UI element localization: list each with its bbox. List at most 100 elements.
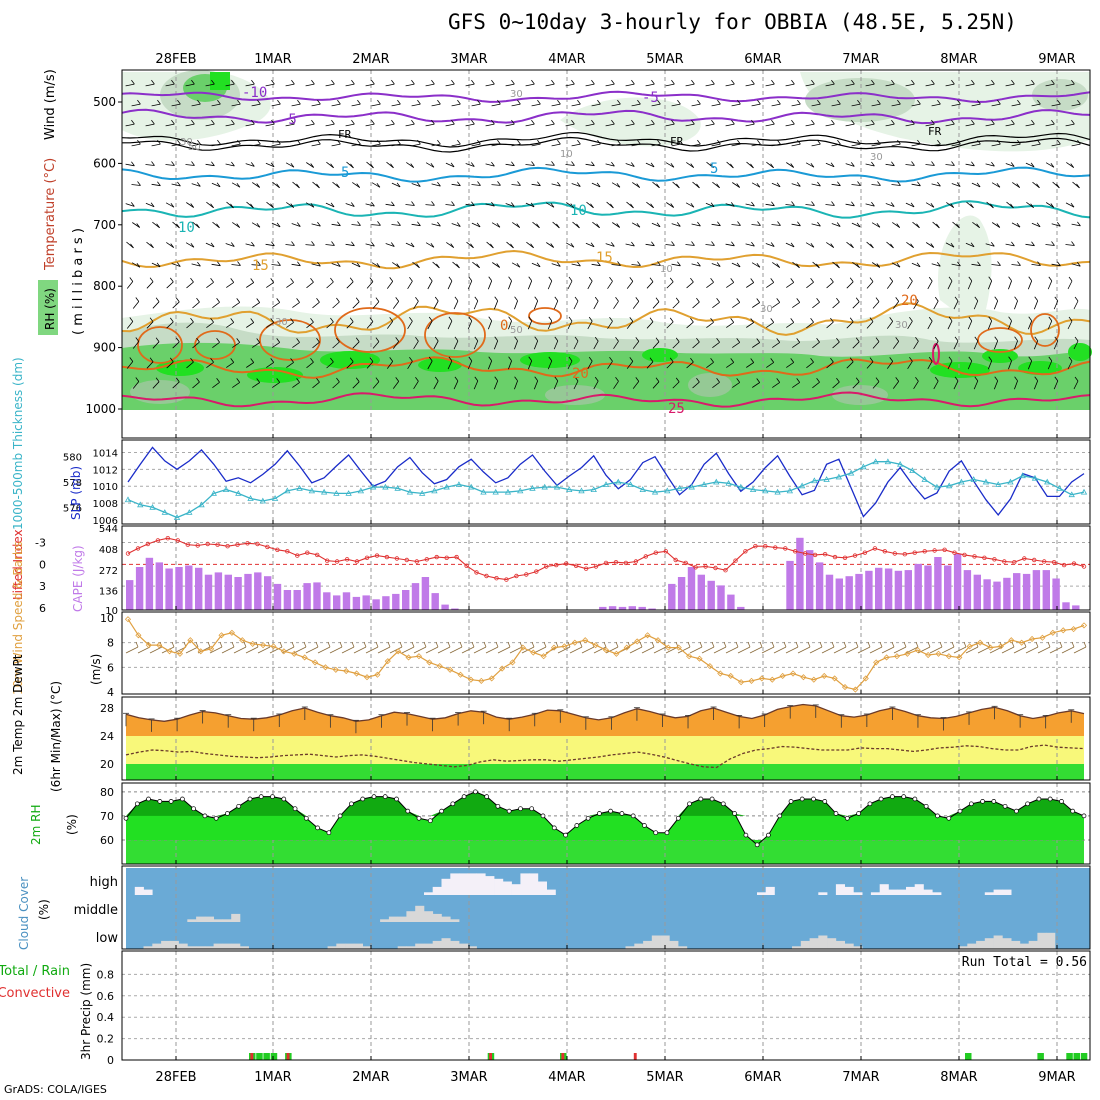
li-marker xyxy=(474,570,479,575)
wind-speed-marker xyxy=(301,654,308,661)
thickness-line xyxy=(127,461,1085,519)
wind-barb-tick xyxy=(216,223,220,229)
wind-barb xyxy=(886,361,894,369)
wind-barb xyxy=(665,83,675,87)
wind-speed-marker xyxy=(426,659,433,666)
wind-speed-marker xyxy=(447,666,454,673)
wind-barb-tick xyxy=(716,378,720,383)
wind-barb-tick xyxy=(830,277,834,283)
wind-barb-tick xyxy=(290,278,294,283)
thickness-marker xyxy=(639,486,646,492)
wind-barb xyxy=(272,302,280,308)
wind-barb-tick xyxy=(1048,356,1053,362)
wind-barb xyxy=(751,103,761,107)
wind-barb xyxy=(605,123,615,127)
wind-barb xyxy=(192,301,200,309)
surface-wind-barb-tick xyxy=(555,641,559,648)
wind-barb-tick xyxy=(891,161,895,166)
wind-barb xyxy=(265,243,275,247)
wind-barb-tick xyxy=(528,316,533,322)
axis-label-slp: SLP (mb) xyxy=(69,466,83,520)
wind-speed-marker xyxy=(665,644,672,651)
contour-plus5 xyxy=(121,166,1091,183)
cloud-high-bar xyxy=(441,878,451,895)
wind-barb xyxy=(791,143,801,147)
wind-barb-tick xyxy=(690,317,694,323)
wind-barb-tick xyxy=(375,297,380,302)
li-marker xyxy=(334,559,340,564)
wind-barb xyxy=(445,123,455,127)
wind-barb-tick xyxy=(817,99,821,105)
surface-wind-barb-tick xyxy=(855,641,859,648)
wind-barb xyxy=(691,143,701,147)
surface-wind-barb xyxy=(533,646,547,654)
wind-barb-tick xyxy=(496,263,501,268)
wind-barb-tick xyxy=(210,318,214,323)
wind-barb-tick xyxy=(615,337,619,342)
wind-barb-tick xyxy=(1014,336,1018,342)
surface-wind-barb xyxy=(641,646,655,654)
wind-barb xyxy=(505,83,515,87)
wind-barb xyxy=(306,281,314,289)
wind-barb xyxy=(232,302,240,308)
wind-barb-tick xyxy=(537,181,541,186)
wind-barb xyxy=(211,182,221,188)
wind-barb-tick xyxy=(776,182,781,188)
wind-barb xyxy=(805,162,815,168)
cape-bar xyxy=(333,595,341,610)
surface-wind-barb xyxy=(1025,646,1039,654)
wind-barb-tick xyxy=(594,376,599,382)
wind-barb xyxy=(311,223,321,227)
li-marker xyxy=(155,538,161,543)
wind-barb xyxy=(1011,103,1021,107)
li-marker xyxy=(932,548,937,553)
wind-barb xyxy=(825,123,835,127)
surface-wind-barb xyxy=(941,646,955,654)
cloud-middle-bar xyxy=(204,916,214,922)
wind-barb xyxy=(306,321,314,329)
cape-bar xyxy=(451,608,459,610)
thickness-marker xyxy=(161,509,168,515)
wind-barb-tick xyxy=(377,139,381,145)
wind-barb xyxy=(905,164,915,166)
wind-barb-tick xyxy=(836,297,840,303)
precip-total-bar xyxy=(1073,1053,1080,1060)
wind-barb-tick xyxy=(316,377,320,383)
cloud-middle-bar xyxy=(222,919,232,922)
cape-bar xyxy=(687,567,696,610)
wind-barb xyxy=(553,380,559,390)
wind-barb-tick xyxy=(528,356,533,362)
cloud-low-bar xyxy=(634,943,644,949)
wind-barb xyxy=(547,320,553,330)
wind-barb xyxy=(171,263,181,267)
cloud-low-bar xyxy=(336,943,346,949)
wind-barb-tick xyxy=(737,221,741,226)
rh-marker xyxy=(506,808,512,814)
wind-barb xyxy=(931,143,941,147)
contour-freezing-1 xyxy=(121,131,1091,148)
wind-barb xyxy=(947,360,953,370)
wind-barb-tick xyxy=(731,119,735,125)
wind-barb xyxy=(487,320,493,330)
rh-dark-patch xyxy=(545,385,605,405)
thickness-marker xyxy=(198,501,205,508)
wind-barb-tick xyxy=(196,377,200,383)
wind-barb-tick xyxy=(150,243,154,249)
wind-barb xyxy=(225,243,235,247)
wind-speed-marker xyxy=(758,675,765,682)
wind-speed-marker xyxy=(457,671,464,678)
wind-speed-marker xyxy=(467,676,474,683)
li-marker xyxy=(812,552,818,558)
wind-barb-tick xyxy=(869,357,874,362)
wind-barb xyxy=(745,83,755,87)
wind-barb-tick xyxy=(534,336,539,342)
wind-barb-tick xyxy=(437,99,441,105)
wind-barb-tick xyxy=(736,378,741,383)
wind-barb-tick xyxy=(530,243,534,249)
wind-barb xyxy=(371,262,381,268)
wind-barb xyxy=(945,242,955,248)
wind-speed-marker xyxy=(166,648,173,655)
wind-barb-tick xyxy=(377,99,381,105)
wind-barb xyxy=(305,123,315,127)
wind-barb-tick xyxy=(336,297,340,303)
